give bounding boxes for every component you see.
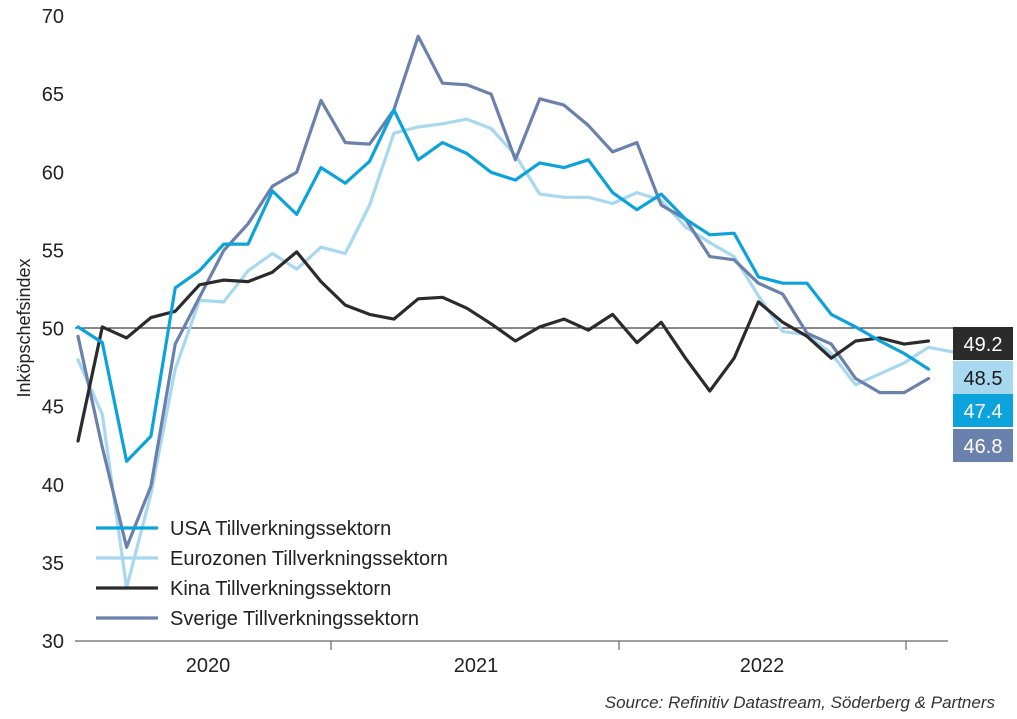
series-line-4 [76, 34, 931, 549]
y-tick-label: 35 [42, 553, 64, 575]
legend-label: Eurozonen Tillverkningssektorn [170, 548, 448, 570]
end-badge-bg [953, 361, 1013, 394]
legend-label: Kina Tillverkningssektorn [170, 578, 391, 600]
y-tick-label: 50 [42, 319, 64, 341]
end-badge-bg [953, 394, 1013, 427]
y-tick-label: 60 [42, 162, 64, 184]
end-badge-bg [953, 429, 1013, 462]
y-tick-label: 30 [42, 631, 64, 653]
y-tick-label: 55 [42, 240, 64, 262]
end-label-badges: 49.2 48.5 47.4 46.8 [953, 327, 1013, 462]
legend: USA Tillverkningssektorn Eurozonen Tillve… [96, 518, 448, 630]
y-tick-label: 45 [42, 397, 64, 419]
end-badge-label: 49.2 [964, 334, 1003, 356]
year-ticks: 2020 2021 2022 [186, 641, 907, 677]
end-badge-label: 47.4 [964, 401, 1003, 423]
y-axis-title: Inköpschefsindex [14, 258, 34, 397]
legend-label: Sverige Tillverkningssektorn [170, 608, 419, 630]
series-line-3 [76, 250, 931, 443]
x-tick-label: 2020 [186, 655, 231, 677]
source-note: Source: Refinitiv Datastream, Söderberg … [604, 693, 995, 712]
end-badge-bg [953, 327, 1013, 360]
end-badge-label: 48.5 [964, 368, 1003, 390]
x-tick-label: 2021 [454, 655, 499, 677]
series-line-1 [76, 108, 931, 463]
x-tick-label: 2022 [740, 655, 785, 677]
legend-label: USA Tillverkningssektorn [170, 518, 391, 540]
y-tick-labels: 30 35 40 45 50 55 60 65 70 [42, 6, 64, 653]
series-lines [76, 34, 955, 590]
y-tick-label: 70 [42, 6, 64, 28]
y-tick-label: 65 [42, 84, 64, 106]
y-tick-label: 40 [42, 475, 64, 497]
end-badge-label: 46.8 [964, 436, 1003, 458]
